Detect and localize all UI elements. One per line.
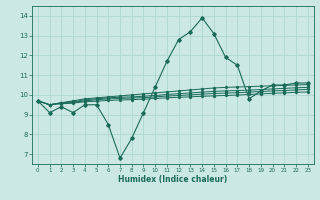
X-axis label: Humidex (Indice chaleur): Humidex (Indice chaleur) xyxy=(118,175,228,184)
